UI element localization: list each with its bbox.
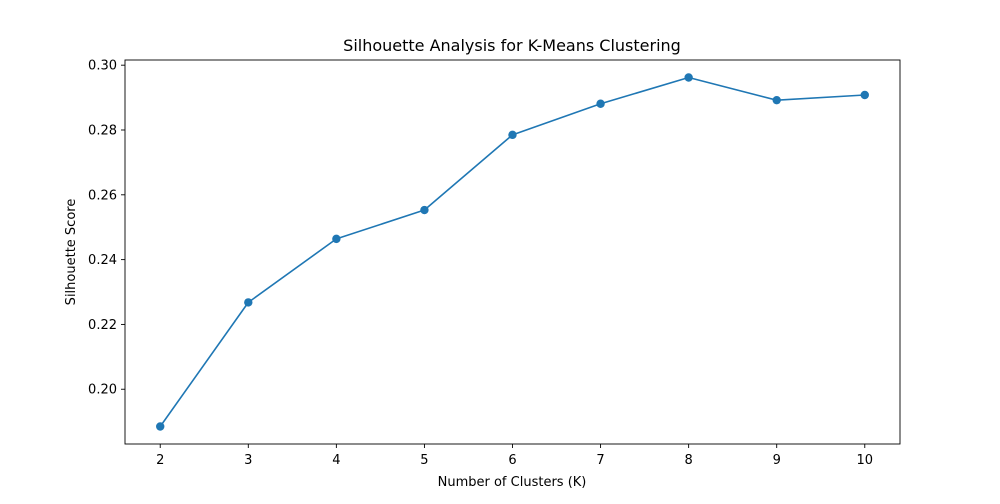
data-point — [860, 90, 869, 100]
y-tick-label: 0.20 — [88, 383, 117, 398]
x-tick-label: 6 — [508, 453, 516, 468]
data-point — [156, 422, 165, 431]
x-tick-label: 10 — [856, 453, 873, 468]
plot-area: 2 3 4 5 6 7 8 9 10 0.20 0.22 0.24 0.26 0.28 0.30 — [88, 59, 901, 468]
y-tick-label: 0.28 — [88, 123, 117, 138]
y-tick-label: 0.30 — [88, 59, 117, 74]
x-tick-label: 3 — [244, 453, 252, 468]
data-point — [772, 95, 781, 105]
y-tick-label: 0.24 — [88, 253, 117, 268]
y-tick-label: 0.22 — [88, 318, 117, 333]
chart-title: Silhouette Analysis for K-Means Clusteri… — [343, 36, 681, 55]
x-axis-label: Number of Clusters (K) — [438, 475, 587, 490]
data-point — [420, 205, 429, 215]
data-point — [332, 234, 341, 244]
data-point — [244, 298, 253, 307]
x-tick-label: 9 — [773, 453, 781, 468]
x-tick-label: 8 — [684, 453, 692, 468]
y-axis-label: Silhouette Score — [64, 199, 79, 306]
x-tick-label: 2 — [156, 453, 164, 468]
data-point — [508, 130, 517, 140]
x-tick-label: 4 — [332, 453, 340, 468]
y-tick-label: 0.26 — [88, 188, 117, 203]
x-tick-label: 5 — [420, 453, 428, 468]
data-point — [684, 73, 693, 82]
x-tick-label: 7 — [596, 453, 604, 468]
data-point — [596, 99, 605, 108]
